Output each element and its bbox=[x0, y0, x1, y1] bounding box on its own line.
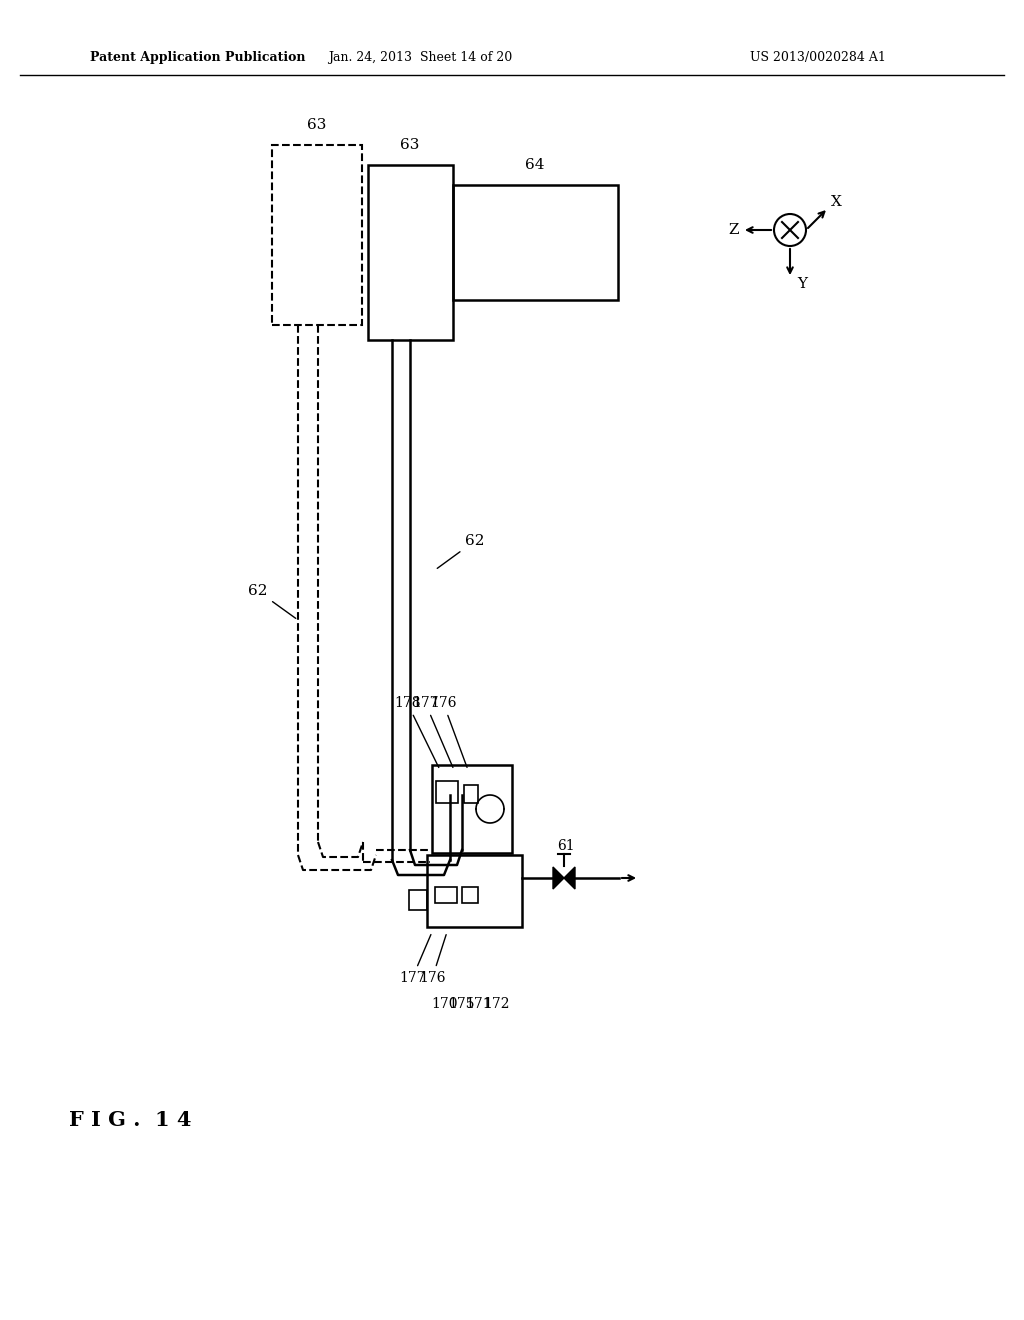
Bar bbox=[272, 145, 362, 325]
Text: 172: 172 bbox=[483, 997, 510, 1011]
Bar bbox=[464, 785, 478, 803]
Polygon shape bbox=[553, 867, 564, 888]
Bar bbox=[435, 887, 457, 903]
Text: 62: 62 bbox=[248, 583, 296, 618]
Text: 170: 170 bbox=[432, 997, 459, 1011]
Text: 63: 63 bbox=[307, 117, 327, 132]
Text: X: X bbox=[830, 195, 842, 209]
Text: 178: 178 bbox=[394, 696, 438, 767]
Text: 177: 177 bbox=[399, 935, 431, 985]
Bar bbox=[432, 766, 512, 853]
Text: Jan. 24, 2013  Sheet 14 of 20: Jan. 24, 2013 Sheet 14 of 20 bbox=[328, 51, 512, 65]
Polygon shape bbox=[564, 867, 575, 888]
Bar bbox=[409, 890, 427, 909]
Text: 176: 176 bbox=[430, 696, 467, 767]
Bar bbox=[427, 855, 522, 927]
Text: US 2013/0020284 A1: US 2013/0020284 A1 bbox=[750, 51, 886, 65]
Text: 176: 176 bbox=[419, 935, 446, 985]
Text: 171: 171 bbox=[466, 997, 493, 1011]
Text: 62: 62 bbox=[437, 535, 484, 569]
Text: Patent Application Publication: Patent Application Publication bbox=[90, 51, 305, 65]
Text: 177: 177 bbox=[412, 696, 453, 767]
Bar bbox=[462, 887, 478, 903]
Text: Z: Z bbox=[729, 223, 739, 238]
Text: F I G .  1 4: F I G . 1 4 bbox=[69, 1110, 191, 1130]
Text: 63: 63 bbox=[400, 139, 420, 152]
Bar bbox=[436, 781, 458, 803]
Text: 61: 61 bbox=[557, 840, 574, 853]
Bar bbox=[453, 185, 618, 300]
Text: Y: Y bbox=[797, 277, 807, 290]
Text: 64: 64 bbox=[525, 158, 545, 172]
Bar bbox=[368, 165, 453, 341]
Text: 175: 175 bbox=[449, 997, 475, 1011]
